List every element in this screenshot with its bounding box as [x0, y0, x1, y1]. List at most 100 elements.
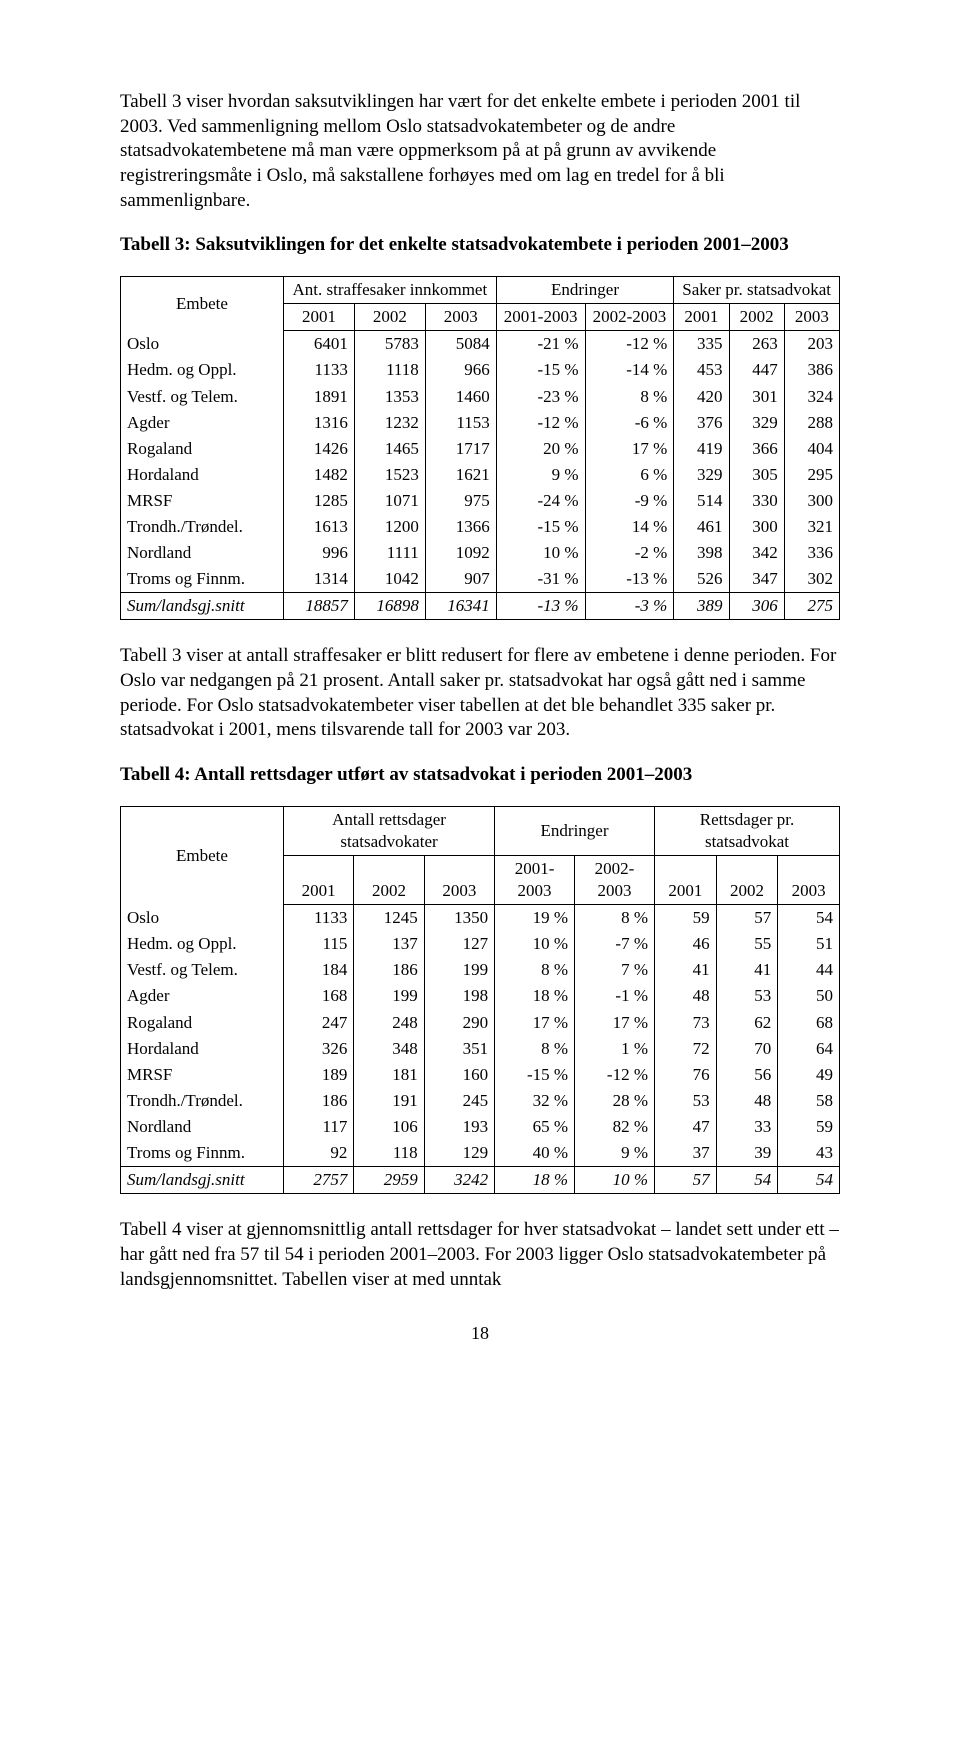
cell: 40 % — [495, 1140, 575, 1167]
row-label: Hordaland — [121, 1036, 284, 1062]
cell: 1133 — [284, 357, 355, 383]
cell: 420 — [674, 384, 729, 410]
cell: 19 % — [495, 905, 575, 932]
table-row: Agder131612321153-12 %-6 %376329288 — [121, 410, 840, 436]
cell: 376 — [674, 410, 729, 436]
cell: 1071 — [354, 488, 425, 514]
cell: 453 — [674, 357, 729, 383]
cell: 1200 — [354, 514, 425, 540]
row-label: Hordaland — [121, 462, 284, 488]
year-header: 2002 — [354, 304, 425, 331]
sum-cell: 16898 — [354, 593, 425, 620]
cell: 41 — [655, 957, 717, 983]
paragraph-1: Tabell 3 viser hvordan saksutviklingen h… — [120, 90, 840, 213]
sum-label: Sum/landsgj.snitt — [121, 593, 284, 620]
cell: 8 % — [585, 384, 674, 410]
sum-cell: 275 — [784, 593, 839, 620]
cell: 59 — [778, 1114, 840, 1140]
cell: 245 — [424, 1088, 494, 1114]
sum-cell: 54 — [778, 1167, 840, 1194]
cell: 203 — [784, 331, 839, 358]
cell: 6401 — [284, 331, 355, 358]
row-label: Hedm. og Oppl. — [121, 931, 284, 957]
table-row: Oslo640157835084-21 %-12 %335263203 — [121, 331, 840, 358]
cell: 72 — [655, 1036, 717, 1062]
table-row: Oslo11331245135019 %8 %595754 — [121, 905, 840, 932]
cell: 106 — [354, 1114, 424, 1140]
table-4: Embete Antall rettsdager statsadvokater … — [120, 806, 840, 1194]
year-header: 2001 — [655, 855, 717, 904]
cell: 28 % — [575, 1088, 655, 1114]
cell: 248 — [354, 1010, 424, 1036]
cell: 8 % — [495, 1036, 575, 1062]
year-header: 2003 — [784, 304, 839, 331]
sum-cell: -3 % — [585, 593, 674, 620]
cell: 1245 — [354, 905, 424, 932]
cell: 1153 — [425, 410, 496, 436]
cell: 43 — [778, 1140, 840, 1167]
cell: 5783 — [354, 331, 425, 358]
cell: -15 % — [496, 514, 585, 540]
cell: 1118 — [354, 357, 425, 383]
cell: 76 — [655, 1062, 717, 1088]
cell: 330 — [729, 488, 784, 514]
cell: 127 — [424, 931, 494, 957]
cell: 1613 — [284, 514, 355, 540]
cell: 1285 — [284, 488, 355, 514]
row-label: Trondh./Trøndel. — [121, 1088, 284, 1114]
t4-sum-row: Sum/landsgj.snitt27572959324218 %10 %575… — [121, 1167, 840, 1194]
cell: 57 — [716, 905, 778, 932]
sum-cell: 18 % — [495, 1167, 575, 1194]
cell: 37 — [655, 1140, 717, 1167]
cell: 247 — [284, 1010, 354, 1036]
cell: -7 % — [575, 931, 655, 957]
sum-label: Sum/landsgj.snitt — [121, 1167, 284, 1194]
cell: 10 % — [496, 540, 585, 566]
cell: 41 — [716, 957, 778, 983]
cell: 160 — [424, 1062, 494, 1088]
table4-title: Tabell 4: Antall rettsdager utført av st… — [120, 763, 840, 788]
cell: 1891 — [284, 384, 355, 410]
sum-cell: -13 % — [496, 593, 585, 620]
cell: 1133 — [284, 905, 354, 932]
year-header: 2001 — [284, 304, 355, 331]
cell: -6 % — [585, 410, 674, 436]
cell: 1460 — [425, 384, 496, 410]
cell: 6 % — [585, 462, 674, 488]
cell: 324 — [784, 384, 839, 410]
cell: 54 — [778, 905, 840, 932]
cell: 82 % — [575, 1114, 655, 1140]
cell: 5084 — [425, 331, 496, 358]
cell: 386 — [784, 357, 839, 383]
cell: 117 — [284, 1114, 354, 1140]
table-row: Trondh./Trøndel.161312001366-15 %14 %461… — [121, 514, 840, 540]
sum-cell: 16341 — [425, 593, 496, 620]
cell: -13 % — [585, 566, 674, 593]
t3-h-embete: Embete — [121, 277, 284, 331]
cell: 8 % — [575, 905, 655, 932]
cell: 1316 — [284, 410, 355, 436]
t3-h-g2: Endringer — [496, 277, 674, 304]
cell: 198 — [424, 983, 494, 1009]
t3-body: Oslo640157835084-21 %-12 %335263203Hedm.… — [121, 331, 840, 593]
cell: 1350 — [424, 905, 494, 932]
cell: 92 — [284, 1140, 354, 1167]
cell: -23 % — [496, 384, 585, 410]
cell: 1314 — [284, 566, 355, 593]
cell: 288 — [784, 410, 839, 436]
sum-cell: 2757 — [284, 1167, 354, 1194]
cell: 191 — [354, 1088, 424, 1114]
cell: 168 — [284, 983, 354, 1009]
t4-body: Oslo11331245135019 %8 %595754Hedm. og Op… — [121, 905, 840, 1167]
table3-title: Tabell 3: Saksutviklingen for det enkelt… — [120, 233, 840, 258]
cell: 1111 — [354, 540, 425, 566]
cell: 1 % — [575, 1036, 655, 1062]
cell: 1426 — [284, 436, 355, 462]
row-label: Agder — [121, 983, 284, 1009]
paragraph-2: Tabell 3 viser at antall straffesaker er… — [120, 644, 840, 743]
cell: 186 — [354, 957, 424, 983]
cell: -12 % — [585, 331, 674, 358]
cell: 335 — [674, 331, 729, 358]
cell: 186 — [284, 1088, 354, 1114]
row-label: Rogaland — [121, 1010, 284, 1036]
